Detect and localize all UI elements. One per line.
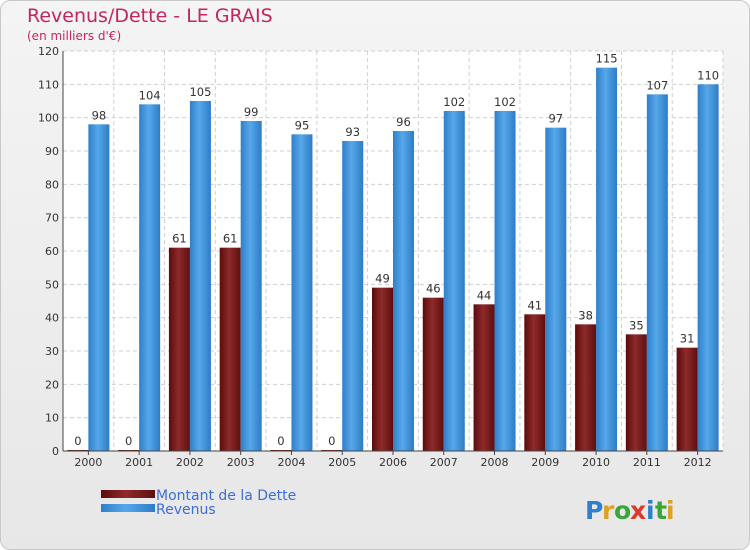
data-label-dette-2004: 0 bbox=[277, 434, 284, 448]
bar-revenus-2009 bbox=[545, 127, 567, 452]
x-tick-label: 2006 bbox=[379, 456, 407, 469]
data-label-dette-2003: 61 bbox=[223, 232, 238, 246]
bar-revenus-2007 bbox=[443, 111, 465, 451]
data-label-revenus-2007: 102 bbox=[443, 95, 465, 109]
bar-revenus-2010 bbox=[596, 67, 618, 452]
bar-dette-2003 bbox=[219, 247, 241, 451]
bar-revenus-2006 bbox=[393, 131, 414, 451]
data-label-dette-2011: 35 bbox=[629, 318, 644, 332]
y-tick-label: 100 bbox=[38, 112, 59, 125]
legend-swatch-revenus bbox=[101, 504, 155, 512]
bar-dette-2010 bbox=[575, 324, 597, 451]
y-axis: 0 10 20 30 40 50 60 70 80 90 100 110 120 bbox=[38, 45, 64, 458]
data-label-revenus-2011: 107 bbox=[646, 78, 668, 92]
y-tick-label: 90 bbox=[45, 145, 59, 158]
x-tick-label: 2012 bbox=[684, 456, 712, 469]
bar-revenus-2003 bbox=[240, 121, 262, 451]
chart-subtitle: (en milliers d'€) bbox=[27, 29, 122, 43]
x-tick-label: 2008 bbox=[481, 456, 509, 469]
bar-dette-2008 bbox=[473, 304, 495, 451]
x-tick-label: 2003 bbox=[227, 456, 255, 469]
bar-revenus-2011 bbox=[646, 94, 668, 451]
logo-letter: r bbox=[602, 496, 615, 525]
legend-label-revenus: Revenus bbox=[156, 502, 216, 518]
data-label-revenus-2006: 96 bbox=[396, 115, 411, 129]
legend-label-dette: Montant de la Dette bbox=[156, 488, 296, 504]
y-tick-label: 30 bbox=[45, 345, 59, 358]
x-tick-label: 2011 bbox=[633, 456, 661, 469]
x-tick-label: 2005 bbox=[328, 456, 356, 469]
data-label-dette-2009: 41 bbox=[527, 298, 542, 312]
data-label-revenus-2009: 97 bbox=[548, 112, 563, 126]
bar-revenus-2004 bbox=[291, 134, 313, 452]
data-label-dette-2006: 49 bbox=[375, 272, 390, 286]
bar-revenus-2000 bbox=[88, 124, 110, 451]
bar-revenus-2001 bbox=[139, 104, 161, 451]
data-label-revenus-2005: 93 bbox=[345, 125, 360, 139]
x-tick-label: 2001 bbox=[125, 456, 153, 469]
data-label-dette-2010: 38 bbox=[578, 308, 593, 322]
data-label-dette-2005: 0 bbox=[328, 434, 335, 448]
data-label-dette-2001: 0 bbox=[125, 434, 132, 448]
logo-letter: x bbox=[630, 496, 646, 525]
chart-title: Revenus/Dette - LE GRAIS bbox=[27, 5, 273, 27]
logo-letter: o bbox=[614, 496, 631, 525]
data-label-revenus-2004: 95 bbox=[295, 118, 310, 132]
bar-revenus-2012 bbox=[697, 84, 719, 451]
bar-dette-2002 bbox=[168, 247, 190, 451]
y-tick-label: 80 bbox=[45, 178, 59, 191]
logo-letter: P bbox=[585, 496, 603, 525]
x-tick-label: 2004 bbox=[277, 456, 305, 469]
x-tick-label: 2002 bbox=[176, 456, 204, 469]
y-tick-label: 50 bbox=[45, 278, 59, 291]
x-tick-label: 2010 bbox=[582, 456, 610, 469]
bar-dette-2006 bbox=[372, 287, 393, 451]
y-tick-label: 110 bbox=[38, 78, 59, 91]
data-label-dette-2000: 0 bbox=[74, 434, 81, 448]
logo-letter: i bbox=[666, 496, 675, 525]
x-tick-label: 2009 bbox=[531, 456, 559, 469]
bar-revenus-2008 bbox=[494, 111, 516, 451]
bars: 0 98 0 104 61 105 61 99 0 95 0 93 49 96 46 102 44 102 41 97… bbox=[67, 52, 719, 452]
y-tick-label: 70 bbox=[45, 212, 59, 225]
y-tick-label: 60 bbox=[45, 245, 59, 258]
y-tick-label: 120 bbox=[38, 45, 59, 58]
y-tick-label: 40 bbox=[45, 312, 59, 325]
y-tick-label: 0 bbox=[52, 445, 59, 458]
bar-dette-2011 bbox=[625, 334, 647, 451]
bar-dette-2009 bbox=[524, 314, 546, 451]
bar-dette-2012 bbox=[676, 347, 698, 451]
x-tick-label: 2000 bbox=[74, 456, 102, 469]
legend: Montant de la Dette Revenus bbox=[101, 488, 296, 518]
data-label-revenus-2000: 98 bbox=[92, 108, 107, 122]
data-label-revenus-2010: 115 bbox=[596, 52, 618, 66]
x-axis: 2000 2001 2002 2003 2004 2005 2006 2007 2008 2009… bbox=[63, 450, 723, 469]
legend-swatch-dette bbox=[101, 490, 155, 498]
bar-dette-2007 bbox=[422, 297, 444, 451]
bar-revenus-2002 bbox=[189, 101, 211, 451]
data-label-revenus-2012: 110 bbox=[697, 68, 719, 82]
logo-letter: i bbox=[646, 496, 655, 525]
proxiti-logo: Pr ox i t i bbox=[585, 496, 675, 525]
data-label-revenus-2008: 102 bbox=[494, 95, 516, 109]
data-label-revenus-2001: 104 bbox=[139, 88, 161, 102]
data-label-revenus-2002: 105 bbox=[189, 85, 211, 99]
data-label-dette-2007: 46 bbox=[426, 282, 441, 296]
logo-letter: t bbox=[655, 496, 667, 525]
data-label-dette-2002: 61 bbox=[172, 232, 187, 246]
y-tick-label: 20 bbox=[45, 378, 59, 391]
data-label-revenus-2003: 99 bbox=[244, 105, 259, 119]
data-label-dette-2012: 31 bbox=[680, 332, 695, 346]
bar-revenus-2005 bbox=[342, 141, 364, 451]
y-tick-label: 10 bbox=[45, 412, 59, 425]
x-tick-label: 2007 bbox=[430, 456, 458, 469]
data-label-dette-2008: 44 bbox=[477, 288, 492, 302]
